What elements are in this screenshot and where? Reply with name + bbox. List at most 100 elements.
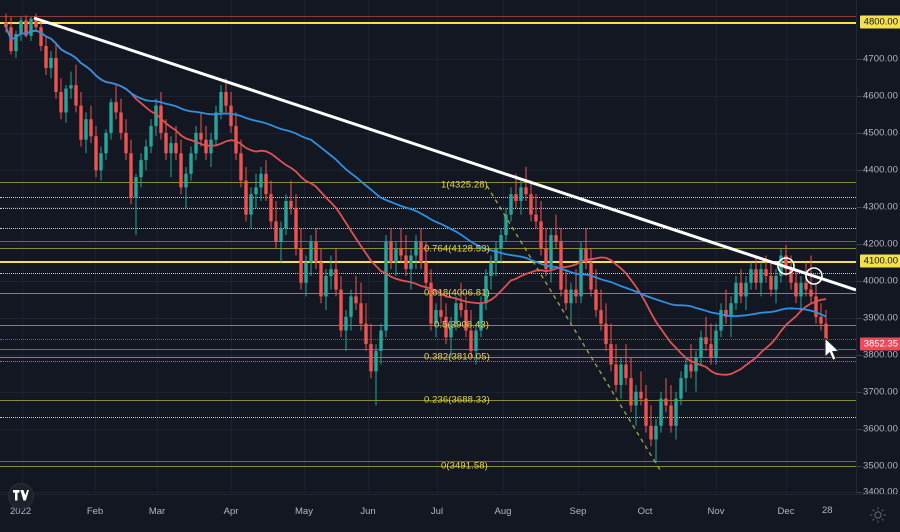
circle-annotation-2[interactable]: [805, 267, 823, 285]
candlestick: [364, 303, 368, 351]
moving-average-overlays: [5, 26, 827, 376]
price-axis-tick: [857, 59, 862, 60]
downtrend-line[interactable]: [33, 16, 856, 292]
grid-line-horizontal: [0, 244, 856, 245]
level-4050-dotted[interactable]: [0, 273, 856, 274]
time-axis-label: May: [295, 506, 313, 517]
level-4320[interactable]: [0, 182, 856, 183]
grid-line-vertical: [368, 0, 369, 494]
candlestick: [124, 119, 128, 161]
level-3810-olive[interactable]: [0, 357, 856, 358]
level-4300-dotted[interactable]: [0, 197, 856, 198]
fib-level-label-0_618[interactable]: 0.618(4006.81): [424, 287, 490, 299]
grid-line-vertical: [503, 0, 504, 494]
price-axis-label: 4000.00: [862, 275, 898, 287]
level-3840-red[interactable]: [0, 349, 856, 350]
candlestick: [309, 235, 313, 276]
circle-annotation-1[interactable]: [777, 257, 795, 275]
fib-level-label-0_764[interactable]: 0.764(4128.53): [424, 243, 490, 255]
candlestick: [724, 289, 728, 324]
candlestick: [819, 303, 823, 331]
grid-line-vertical: [304, 0, 305, 494]
last-price-tag[interactable]: 3852.35: [859, 337, 900, 351]
last-bar-time-label: 28: [822, 505, 833, 516]
level-3860-dotted[interactable]: [0, 339, 856, 340]
level-4130-olive[interactable]: [0, 248, 856, 249]
level-3908-olive[interactable]: [0, 325, 856, 326]
level-4006-olive[interactable]: [0, 293, 856, 294]
candlestick: [814, 282, 818, 324]
candlestick: [314, 228, 318, 270]
level-4200-red[interactable]: [0, 241, 856, 242]
fib-level-label-0_236[interactable]: 0.236(3688.33): [424, 394, 490, 406]
candlestick: [794, 269, 798, 304]
grid-line-vertical: [231, 0, 232, 494]
candlestick: [634, 384, 638, 426]
level-3688-olive[interactable]: [0, 400, 856, 401]
candlestick: [339, 275, 343, 338]
candlestick: [399, 228, 403, 263]
tradingview-logo[interactable]: [8, 483, 34, 509]
candlestick: [179, 139, 183, 195]
candlestick: [529, 180, 533, 222]
candlestick: [474, 323, 478, 365]
candlestick: [269, 180, 273, 229]
fib-level-label-1[interactable]: 1(4325.28): [441, 179, 488, 191]
moving-average-slow-line: [5, 26, 827, 318]
fib-level-label-0[interactable]: 0(3491.58): [441, 460, 488, 472]
candlestick: [609, 323, 613, 372]
fib-level-label-0_5[interactable]: 0.5(3908.43): [434, 319, 490, 331]
candlestick: [114, 85, 118, 120]
candlestick: [44, 37, 48, 75]
grid-line-horizontal: [0, 170, 856, 171]
grid-line-horizontal: [0, 133, 856, 134]
candlestick: [414, 235, 418, 270]
price-level-tag[interactable]: 4800.00: [859, 15, 900, 29]
price-axis-label: 4600.00: [862, 90, 898, 102]
gear-icon[interactable]: [869, 506, 887, 524]
candlestick: [599, 289, 603, 331]
chart-plot-area[interactable]: 1(4325.28) 0.764(4128.53) 0.618(4006.81) 0.…: [0, 0, 856, 494]
price-axis-tick: [857, 318, 862, 319]
level-4800-gold[interactable]: [0, 22, 856, 24]
descending-dashed-channel[interactable]: [486, 185, 661, 471]
level-4220-dotted[interactable]: [0, 228, 856, 229]
candlestick: [244, 166, 248, 222]
candlestick: [384, 235, 388, 338]
price-scale[interactable]: 4800.00 4700.00 4600.00 4500.00 4400.00 4300.…: [856, 0, 900, 498]
candlestick: [719, 303, 723, 338]
candlestick: [664, 378, 668, 413]
time-axis-label: Aug: [494, 506, 512, 517]
level-3491-olive[interactable]: [0, 466, 856, 467]
drawing-tools-layer[interactable]: [0, 0, 856, 494]
level-4100-gold[interactable]: [0, 261, 856, 263]
level-3800-dotted[interactable]: [0, 361, 856, 362]
candlestick: [144, 139, 148, 171]
candlestick: [304, 255, 308, 297]
time-scale[interactable]: 2022 Feb Mar Apr May Jun Jul Aug Sep Oct Nov Dec: [0, 494, 900, 532]
level-4270-dotted[interactable]: [0, 208, 856, 209]
candlestick: [434, 303, 438, 338]
level-3640-dotted[interactable]: [0, 417, 856, 418]
level-3500-red[interactable]: [0, 461, 856, 462]
price-axis-label: 3800.00: [862, 349, 898, 361]
price-axis-tick: [857, 355, 862, 356]
time-axis-label: Jun: [360, 506, 376, 517]
time-axis-label: Nov: [707, 506, 725, 517]
candlestick: [454, 296, 458, 331]
fib-level-label-0_382[interactable]: 0.382(3810.05): [424, 351, 490, 363]
candlestick: [334, 248, 338, 297]
price-level-tag[interactable]: 4100.00: [859, 254, 900, 268]
candlestick: [34, 13, 38, 31]
price-axis-tick: [857, 244, 862, 245]
candlestick: [164, 119, 168, 161]
candlestick: [504, 207, 508, 242]
candlestick: [709, 323, 713, 365]
candlestick: [624, 344, 628, 385]
candlestick: [19, 17, 23, 41]
candlestick: [394, 241, 398, 276]
candlestick: [354, 275, 358, 311]
candlestick: [169, 136, 173, 178]
level-4810[interactable]: [0, 16, 856, 17]
